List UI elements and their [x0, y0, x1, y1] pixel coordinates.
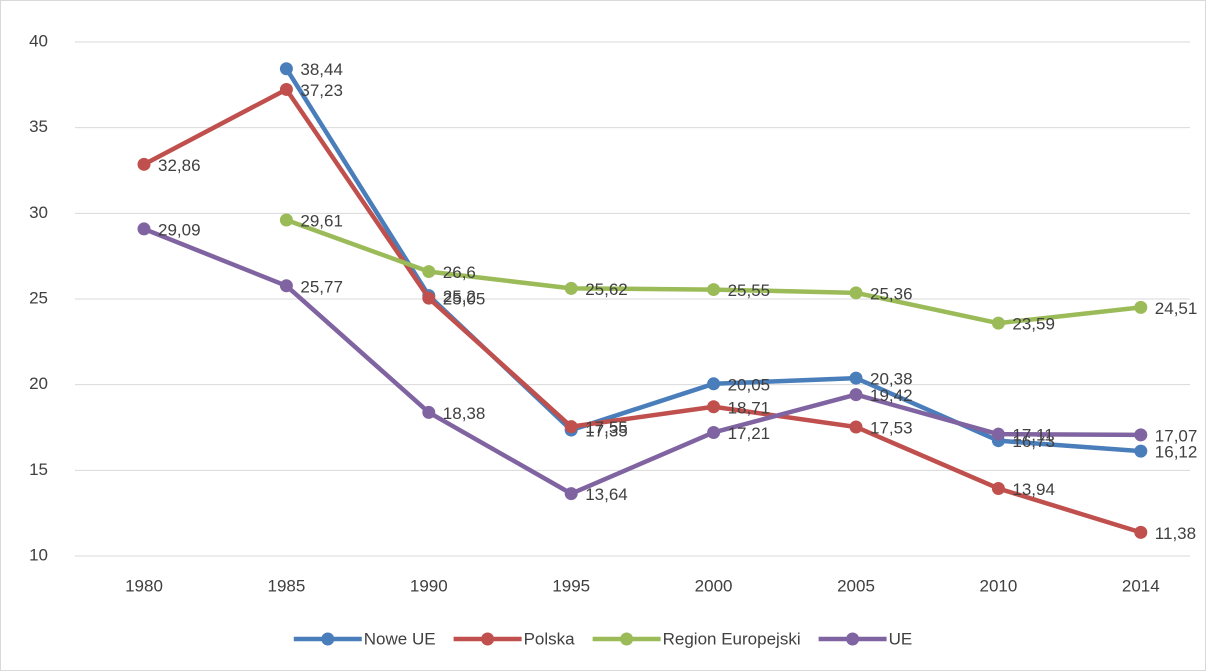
data-point	[1134, 300, 1148, 314]
x-tick-label: 1990	[410, 576, 448, 595]
data-label: 26,6	[443, 263, 476, 282]
data-point	[564, 420, 578, 434]
data-point	[707, 283, 721, 297]
y-tick-label: 20	[29, 374, 48, 393]
data-point	[137, 157, 151, 171]
data-label: 17,07	[1155, 426, 1198, 445]
data-point	[422, 265, 436, 279]
data-label: 18,71	[728, 398, 771, 417]
data-label: 23,59	[1012, 315, 1055, 334]
data-point	[849, 388, 863, 402]
data-label: 38,44	[300, 60, 343, 79]
legend-marker	[846, 632, 860, 646]
legend-label: Nowe UE	[364, 629, 436, 648]
data-label: 16,12	[1155, 443, 1198, 462]
x-tick-label: 2014	[1122, 576, 1160, 595]
data-point	[279, 279, 293, 293]
data-point	[707, 400, 721, 414]
data-point	[564, 487, 578, 501]
data-point	[279, 82, 293, 96]
legend-marker	[481, 632, 495, 646]
data-label: 18,38	[443, 404, 486, 423]
data-label: 25,2	[443, 287, 476, 306]
data-label: 17,55	[585, 418, 628, 437]
legend-marker	[620, 632, 634, 646]
data-label: 29,61	[300, 211, 343, 230]
data-label: 25,36	[870, 284, 913, 303]
y-tick-label: 30	[29, 203, 48, 222]
data-label: 29,09	[158, 220, 201, 239]
y-tick-label: 35	[29, 117, 48, 136]
data-label: 13,64	[585, 485, 628, 504]
data-point	[707, 425, 721, 439]
data-label: 24,51	[1155, 299, 1198, 318]
data-point	[279, 213, 293, 227]
legend-label: Region Europejski	[663, 629, 801, 648]
data-point	[1134, 525, 1148, 539]
data-label: 17,35	[585, 422, 628, 441]
legend: Nowe UE Polska Region Europejski UE	[293, 629, 913, 648]
data-label: 17,11	[1012, 426, 1053, 445]
y-tick-label: 15	[29, 460, 48, 479]
data-label: 13,94	[1012, 480, 1055, 499]
data-label: 25,55	[728, 281, 771, 300]
data-label: 17,53	[870, 418, 913, 437]
legend-marker	[321, 632, 335, 646]
data-label: 16,73	[1012, 432, 1055, 451]
data-label: 11,38	[1155, 524, 1196, 543]
data-point	[279, 62, 293, 76]
data-label: 37,23	[300, 81, 343, 100]
y-tick-label: 25	[29, 288, 48, 307]
y-tick-label: 40	[29, 31, 48, 50]
data-point	[1134, 428, 1148, 442]
data-label: 25,62	[585, 280, 628, 299]
data-point	[849, 420, 863, 434]
series-line	[143, 226, 1141, 496]
x-tick-label: 2000	[695, 576, 733, 595]
data-label: 19,42	[870, 386, 913, 405]
data-point	[564, 281, 578, 295]
data-point	[422, 405, 436, 419]
data-label: 25,05	[443, 290, 486, 309]
y-tick-label: 10	[29, 545, 48, 564]
x-tick-label: 1985	[267, 576, 305, 595]
x-tick-label: 2010	[979, 576, 1017, 595]
data-point	[1134, 444, 1148, 458]
data-label: 32,86	[158, 156, 201, 175]
x-tick-label: 1980	[125, 576, 163, 595]
data-label: 20,38	[870, 370, 913, 389]
data-point	[991, 481, 1005, 495]
data-point	[849, 371, 863, 385]
legend-label: UE	[889, 629, 913, 648]
data-label: 20,05	[728, 375, 771, 394]
data-point	[849, 286, 863, 300]
x-tick-label: 1995	[552, 576, 590, 595]
x-tick-label: 2005	[837, 576, 875, 595]
data-label: 17,21	[728, 424, 771, 443]
data-point	[991, 316, 1005, 330]
data-point	[707, 377, 721, 391]
data-point	[137, 222, 151, 236]
data-label: 25,77	[300, 277, 343, 296]
legend-label: Polska	[524, 629, 576, 648]
data-point	[422, 291, 436, 305]
data-point	[991, 427, 1005, 441]
series-line	[142, 87, 1142, 535]
